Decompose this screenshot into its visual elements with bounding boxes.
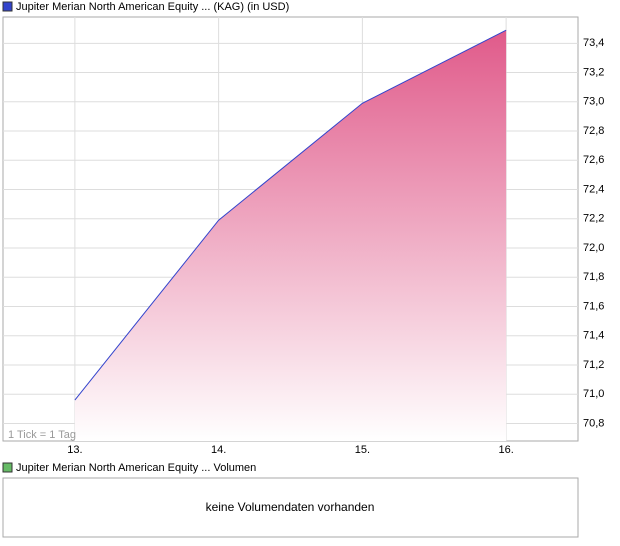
y-tick-label: 72,6 <box>583 154 604 166</box>
x-tick-label: 15. <box>355 444 370 456</box>
y-tick-label: 71,8 <box>583 271 604 283</box>
y-tick-label: 72,2 <box>583 213 604 225</box>
volume-title: Jupiter Merian North American Equity ...… <box>16 462 256 474</box>
x-tick-label: 13. <box>67 444 82 456</box>
y-tick-label: 71,2 <box>583 359 604 371</box>
area-fill <box>74 30 507 441</box>
y-tick-label: 72,8 <box>583 125 604 137</box>
legend-swatch <box>2 462 13 473</box>
y-tick-label: 71,0 <box>583 388 604 400</box>
y-tick-label: 73,2 <box>583 66 604 78</box>
y-tick-label: 73,0 <box>583 96 604 108</box>
y-tick-label: 73,4 <box>583 37 604 49</box>
legend-swatch <box>2 1 13 12</box>
y-tick-label: 72,0 <box>583 242 604 254</box>
volume-frame <box>2 477 579 538</box>
price-line <box>74 29 507 401</box>
volume-message: keine Volumendaten vorhanden <box>206 500 375 514</box>
y-tick-label: 72,4 <box>583 183 604 195</box>
tick-note: 1 Tick = 1 Tag <box>8 429 76 441</box>
x-tick-label: 16. <box>498 444 513 456</box>
y-tick-label: 70,8 <box>583 417 604 429</box>
y-tick-label: 71,6 <box>583 300 604 312</box>
chart-title: Jupiter Merian North American Equity ...… <box>16 1 289 13</box>
y-tick-label: 71,4 <box>583 330 604 342</box>
x-tick-label: 14. <box>211 444 226 456</box>
